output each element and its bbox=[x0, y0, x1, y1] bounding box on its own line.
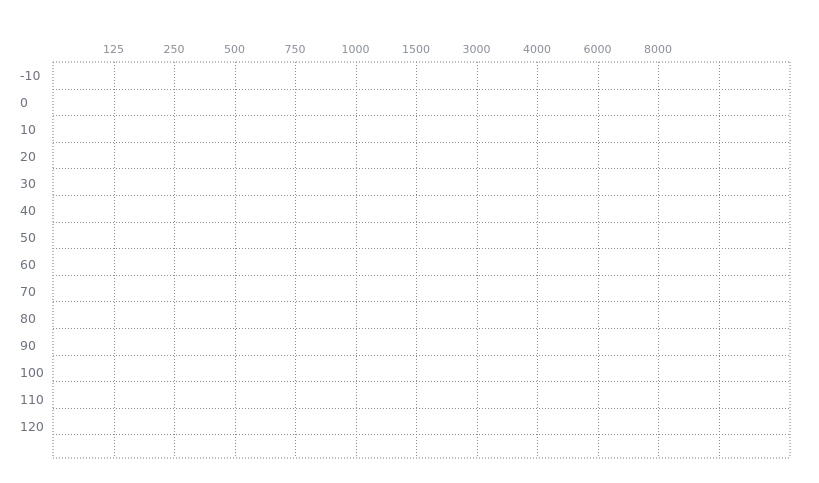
hearing-level-tick-label: 80 bbox=[20, 311, 36, 326]
hearing-level-tick-label: 20 bbox=[20, 149, 36, 164]
hearing-level-tick-label: 100 bbox=[20, 365, 44, 380]
frequency-tick-label: 4000 bbox=[523, 43, 551, 56]
hearing-level-axis-labels: -10 0 10 20 30 40 50 60 70 80 90 100 110 120 bbox=[20, 68, 44, 434]
hearing-level-tick-label: 30 bbox=[20, 176, 36, 191]
chart-grid bbox=[52, 61, 791, 459]
frequency-tick-label: 750 bbox=[285, 43, 306, 56]
hearing-level-tick-label: 120 bbox=[20, 419, 44, 434]
hearing-level-tick-label: 70 bbox=[20, 284, 36, 299]
frequency-tick-label: 1500 bbox=[402, 43, 430, 56]
hearing-level-tick-label: 0 bbox=[20, 95, 28, 110]
frequency-tick-label: 250 bbox=[164, 43, 185, 56]
frequency-tick-label: 6000 bbox=[584, 43, 612, 56]
hearing-level-tick-label: 110 bbox=[20, 392, 44, 407]
frequency-tick-label: 125 bbox=[103, 43, 124, 56]
hearing-level-tick-label: 90 bbox=[20, 338, 36, 353]
frequency-tick-label: 3000 bbox=[463, 43, 491, 56]
hearing-level-tick-label: 40 bbox=[20, 203, 36, 218]
hearing-level-tick-label: 60 bbox=[20, 257, 36, 272]
hearing-level-tick-label: 50 bbox=[20, 230, 36, 245]
frequency-tick-label: 8000 bbox=[644, 43, 672, 56]
hearing-level-tick-label: 10 bbox=[20, 122, 36, 137]
frequency-axis-labels: 125 250 500 750 1000 1500 3000 4000 6000 8000 bbox=[103, 43, 672, 56]
frequency-tick-label: 500 bbox=[224, 43, 245, 56]
hearing-level-tick-label: -10 bbox=[20, 68, 40, 83]
frequency-tick-label: 1000 bbox=[342, 43, 370, 56]
